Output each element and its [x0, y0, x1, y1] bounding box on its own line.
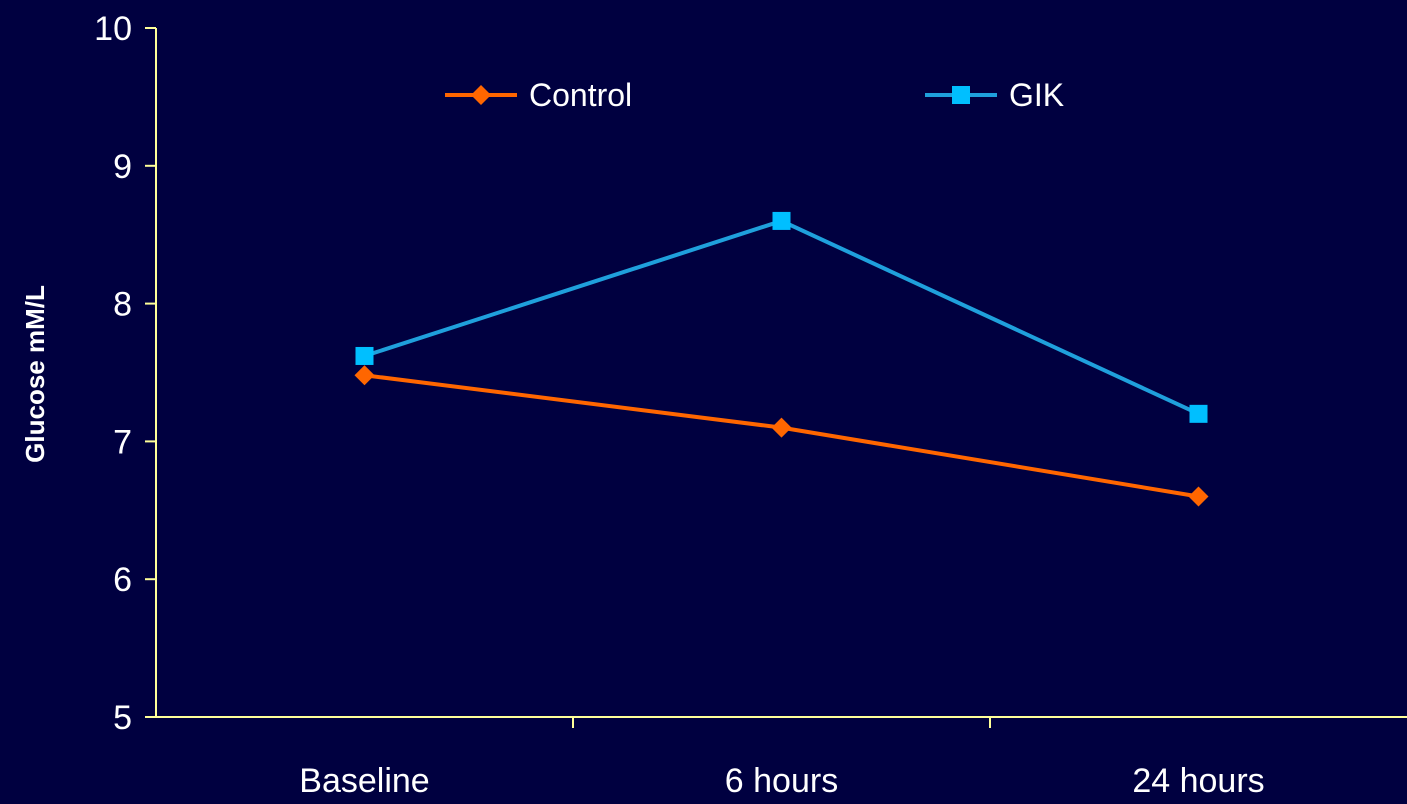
- y-tick-label: 8: [113, 286, 132, 324]
- legend-marker-control: [471, 85, 491, 105]
- y-axis-title: Glucose mM/L: [20, 285, 50, 463]
- legend-label-gik: GIK: [1009, 77, 1064, 113]
- x-tick-label: 24 hours: [1132, 762, 1264, 800]
- y-tick-label: 6: [113, 561, 132, 599]
- axes: 5 6 7 8 9 10 Baseline 6 hours 24 hours: [94, 10, 1407, 800]
- x-tick-label: 6 hours: [725, 762, 838, 800]
- x-tick-label: Baseline: [299, 762, 429, 800]
- legend: Control GIK: [445, 77, 1064, 113]
- y-tick-label: 7: [113, 423, 132, 461]
- data-point-gik: [355, 346, 374, 365]
- y-tick-label: 9: [113, 148, 132, 186]
- legend-label-control: Control: [529, 77, 632, 113]
- data-point-control: [771, 417, 792, 438]
- data-point-gik: [772, 211, 791, 230]
- legend-marker-gik: [952, 86, 970, 104]
- data-point-gik: [1189, 404, 1208, 423]
- series-line-gik: [363, 218, 1200, 416]
- series-layer: [354, 211, 1209, 507]
- data-point-control: [1188, 486, 1209, 507]
- y-tick-label: 10: [94, 10, 132, 48]
- data-point-control: [354, 365, 375, 386]
- y-tick-label: 5: [113, 699, 132, 737]
